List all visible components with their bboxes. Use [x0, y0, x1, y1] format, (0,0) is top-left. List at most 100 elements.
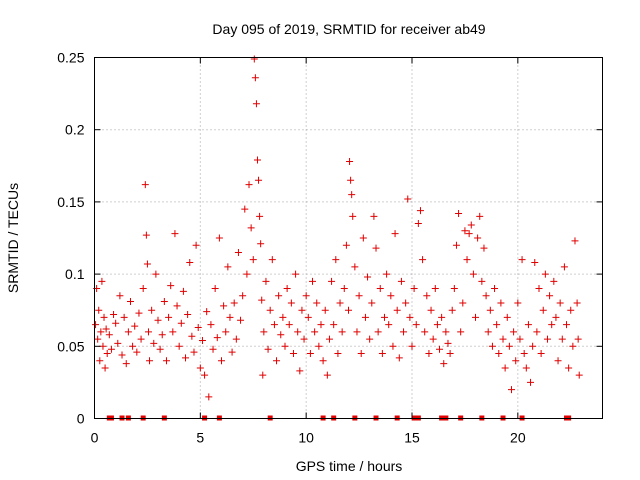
data-point — [260, 328, 268, 336]
data-point — [480, 244, 488, 252]
data-point — [228, 348, 236, 356]
data-point — [250, 55, 258, 63]
data-point — [364, 273, 372, 281]
data-point — [296, 367, 304, 375]
data-point — [273, 357, 281, 365]
y-tick-label: 0 — [77, 411, 85, 427]
data-point — [126, 298, 134, 306]
data-point — [385, 321, 393, 329]
data-point — [505, 342, 513, 350]
data-point — [300, 335, 308, 343]
data-point — [100, 313, 108, 321]
data-point — [196, 364, 204, 372]
data-point — [406, 313, 414, 321]
data-point — [565, 364, 573, 372]
data-point — [222, 328, 230, 336]
data-point — [247, 224, 255, 232]
data-point — [243, 270, 251, 278]
data-point — [226, 313, 234, 321]
data-point — [279, 313, 287, 321]
data-point — [169, 328, 177, 336]
data-point — [412, 321, 420, 329]
data-point — [94, 335, 102, 343]
data-point — [484, 328, 492, 336]
data-point — [122, 360, 130, 368]
data-point — [103, 350, 111, 358]
data-point — [402, 299, 410, 307]
data-point — [143, 260, 151, 268]
data-point — [427, 306, 435, 314]
data-point — [186, 259, 194, 267]
data-point — [101, 364, 109, 372]
data-point — [452, 241, 460, 249]
grid — [94, 57, 603, 419]
data-point — [410, 285, 418, 293]
data-point — [351, 263, 359, 271]
data-point — [414, 220, 422, 228]
x-tick-label: 20 — [510, 430, 526, 446]
data-point — [527, 378, 535, 386]
data-point — [167, 282, 175, 290]
data-point — [370, 212, 378, 220]
data-point — [148, 306, 156, 314]
data-point — [512, 357, 520, 365]
data-point — [518, 256, 526, 264]
data-point — [237, 316, 245, 324]
data-point — [438, 313, 446, 321]
data-point — [192, 241, 200, 249]
data-point — [429, 335, 437, 343]
data-point — [201, 371, 209, 379]
data-point — [249, 256, 257, 264]
data-point — [275, 292, 283, 300]
y-tick-label: 0.05 — [57, 338, 84, 354]
data-point — [347, 176, 355, 184]
data-point — [467, 221, 475, 229]
data-point — [330, 321, 338, 329]
data-point — [133, 348, 141, 356]
data-point — [194, 324, 202, 332]
data-point — [461, 227, 469, 235]
data-point — [482, 292, 490, 300]
data-point — [232, 335, 240, 343]
data-point — [507, 386, 515, 394]
data-point — [537, 350, 545, 358]
data-point — [455, 209, 463, 217]
data-point — [137, 335, 145, 343]
data-point — [171, 230, 179, 238]
data-point — [469, 270, 477, 278]
data-points — [92, 55, 583, 401]
data-point — [374, 328, 382, 336]
data-point — [376, 285, 384, 293]
data-point — [400, 328, 408, 336]
data-point — [102, 325, 110, 333]
data-point — [203, 308, 211, 316]
data-point — [112, 319, 120, 327]
data-point — [257, 240, 265, 248]
data-point — [259, 371, 267, 379]
data-point — [245, 181, 253, 189]
data-point — [160, 298, 168, 306]
data-point — [116, 292, 124, 300]
data-point — [416, 207, 424, 215]
data-point — [334, 350, 342, 358]
data-point — [268, 256, 276, 264]
data-point — [368, 299, 376, 307]
data-point — [575, 371, 583, 379]
data-point — [389, 342, 397, 350]
data-point — [234, 248, 242, 256]
data-point — [421, 328, 429, 336]
data-point — [98, 277, 106, 285]
data-point — [529, 342, 537, 350]
data-point — [569, 342, 577, 350]
data-point — [175, 342, 183, 350]
data-point — [554, 357, 562, 365]
data-point — [423, 292, 431, 300]
x-tick-label: 0 — [91, 430, 99, 446]
data-point — [211, 285, 219, 293]
data-point — [574, 335, 582, 343]
data-point — [463, 256, 471, 264]
data-point — [397, 277, 405, 285]
data-point — [264, 345, 272, 353]
data-point — [323, 371, 331, 379]
